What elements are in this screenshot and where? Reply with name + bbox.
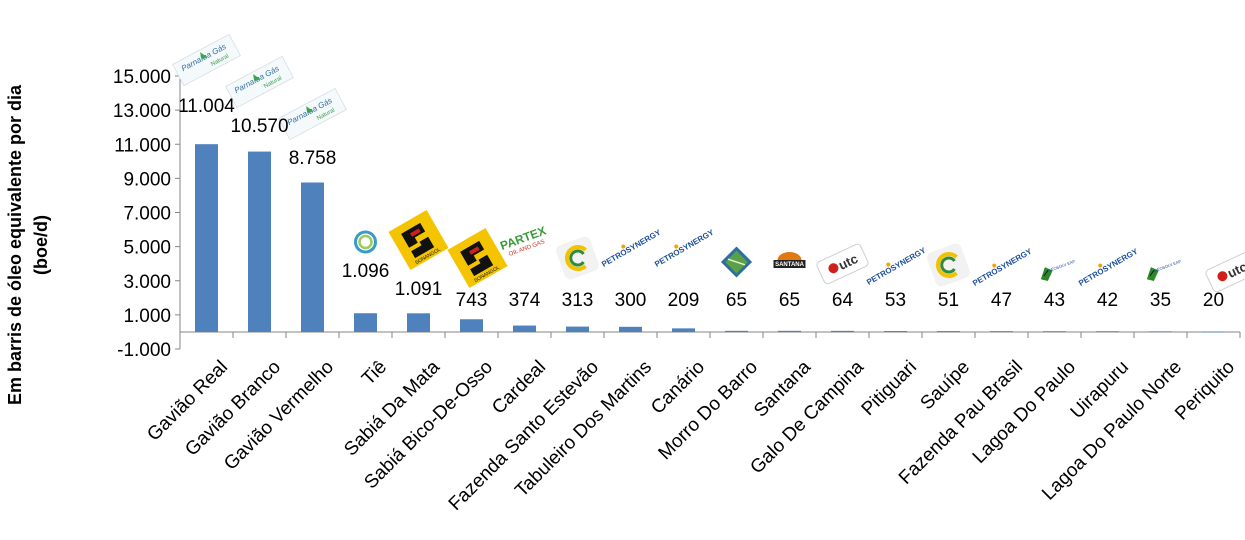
svg-text:GEOSOLV EAP: GEOSOLV EAP	[1153, 259, 1182, 274]
y-tick-label: 3.000	[123, 272, 171, 293]
data-label: 42	[1097, 290, 1118, 311]
data-label: 51	[938, 290, 959, 311]
y-tick-label: 9.000	[123, 169, 171, 190]
y-tick-label: -1.000	[117, 340, 171, 361]
bars	[195, 144, 1225, 333]
bar	[831, 330, 854, 332]
x-tick-label: Sabiá Da Mata	[340, 356, 444, 460]
ring-logo	[354, 230, 377, 254]
data-label: 300	[615, 290, 647, 311]
bar	[990, 331, 1013, 332]
data-label: 313	[562, 290, 594, 311]
utc-logo: utc	[816, 243, 869, 285]
data-label: 743	[456, 290, 488, 311]
svg-text:utc: utc	[1225, 259, 1245, 281]
data-label: 374	[509, 290, 541, 311]
svg-text:PETROSYNERGY: PETROSYNERGY	[865, 245, 928, 286]
bar	[778, 330, 801, 332]
bar	[725, 330, 748, 332]
swirl-logo	[927, 243, 970, 287]
petrosynergy-logo: PETROSYNERGY	[865, 245, 928, 286]
y-axis-title: Em barris de óleo equivalente por dia (bo…	[5, 84, 51, 405]
data-label: 1.096	[342, 261, 390, 282]
data-label: 8.758	[289, 148, 337, 169]
bar	[248, 151, 271, 332]
data-label: 209	[668, 290, 700, 311]
data-label: 65	[726, 290, 747, 311]
data-label: 64	[832, 290, 854, 311]
svg-text:GEOSOLV EAP: GEOSOLV EAP	[1047, 259, 1076, 274]
bar	[195, 144, 218, 332]
y-axis-title-line: Em barris de óleo equivalente por dia	[5, 84, 25, 405]
bar	[1149, 331, 1172, 333]
tiger-logo: GEOSOLV EAP	[1146, 259, 1182, 281]
bar	[301, 182, 324, 332]
bar	[460, 319, 483, 332]
data-label: 20	[1203, 290, 1224, 311]
bar	[937, 331, 960, 332]
tiger-logo: GEOSOLV EAP	[1040, 259, 1076, 281]
x-axis	[179, 331, 1241, 338]
sonangol-logo: SONANGOL	[388, 209, 449, 271]
svg-text:SANTANA: SANTANA	[775, 262, 805, 268]
x-tick-label: Gavião Branco	[181, 357, 285, 461]
data-label: 35	[1150, 290, 1171, 311]
data-label: 10.570	[230, 116, 288, 137]
y-tick-label: 15.000	[113, 67, 171, 88]
y-axis-title-line: (boe/d)	[31, 215, 51, 275]
bar	[407, 313, 430, 332]
y-tick-label: 5.000	[123, 238, 171, 259]
bar	[566, 326, 589, 332]
bar	[1096, 331, 1119, 333]
x-tick-label: Morro Do Barro	[655, 357, 762, 464]
bar	[1043, 331, 1066, 333]
svg-text:PETROSYNERGY: PETROSYNERGY	[971, 246, 1034, 287]
svg-text:PETROSYNERGY: PETROSYNERGY	[1077, 246, 1140, 287]
data-label: 65	[779, 290, 800, 311]
y-tick-label: 7.000	[123, 204, 171, 225]
utc-logo: utc	[1205, 251, 1245, 293]
bar	[884, 331, 907, 332]
x-tick-label: Tiê	[358, 357, 391, 390]
petrosynergy-logo: PETROSYNERGY	[1077, 246, 1140, 287]
bar	[619, 326, 642, 332]
greenbox-logo	[720, 246, 753, 278]
data-label: 1.091	[395, 279, 443, 300]
bar	[354, 313, 377, 332]
y-tick-label: 13.000	[113, 101, 171, 122]
petrosynergy-logo: PETROSYNERGY	[971, 246, 1034, 287]
data-label: 47	[991, 290, 1012, 311]
y-tick-label: 11.000	[114, 135, 171, 156]
petrosynergy-logo: PETROSYNERGY	[653, 227, 716, 268]
y-tick-label: 1.000	[123, 306, 171, 327]
data-label: 43	[1044, 290, 1065, 311]
y-axis: -1.000 1.000 3.000 5.000 7.000 9.000 11.000 13.…	[113, 67, 181, 361]
swirl-logo	[556, 236, 599, 280]
bar	[513, 325, 536, 332]
svg-text:PETROSYNERGY: PETROSYNERGY	[653, 227, 716, 268]
bar	[1202, 331, 1225, 333]
bar	[672, 328, 695, 332]
santana-logo: SANTANA	[773, 252, 806, 268]
data-label: 53	[885, 290, 906, 311]
sonangol-logo: SONANGOL	[447, 227, 508, 289]
data-label: 11.004	[178, 96, 235, 117]
svg-text:utc: utc	[836, 251, 860, 273]
x-tick-label: Pitiguari	[858, 357, 921, 420]
